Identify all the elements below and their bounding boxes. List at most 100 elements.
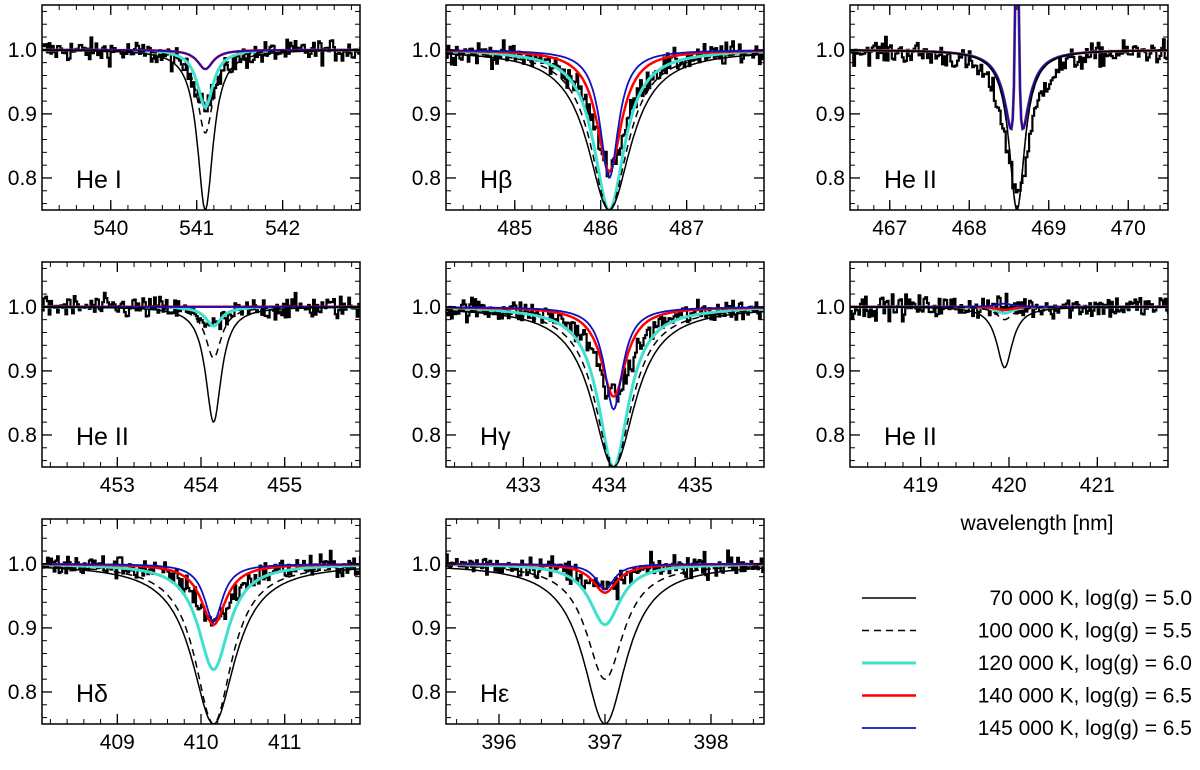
line-id-label: He II	[884, 423, 937, 451]
line-id-label: He II	[76, 423, 129, 451]
x-tick-label: 421	[1080, 474, 1115, 497]
spectrum-panel: 396 397 398 0.8 0.9 1.0 Hε	[412, 518, 765, 754]
x-tick-label: 397	[587, 731, 622, 754]
y-tick-label: 0.8	[816, 424, 845, 447]
panel-frame	[41, 4, 361, 211]
x-tick-label: 486	[583, 217, 618, 240]
model-spectrum-line	[42, 563, 360, 672]
legend-label: 70 000 K, log(g) = 5.0	[989, 587, 1192, 610]
line-id-label: Hδ	[76, 680, 108, 708]
y-tick-label: 0.8	[412, 167, 441, 190]
y-tick-label: 1.0	[412, 553, 441, 576]
panel-frame	[849, 4, 1169, 211]
spectrum-panel: 467 468 469 470 0.8 0.9 1.0 He II	[816, 4, 1169, 240]
y-tick-label: 0.8	[8, 424, 37, 447]
y-tick-label: 0.8	[412, 424, 441, 447]
spectrum-panel: 419 420 421 0.8 0.9 1.0 He II	[816, 261, 1169, 497]
y-tick-label: 0.8	[412, 681, 441, 704]
panel-frame	[445, 4, 765, 211]
legend-label: 140 000 K, log(g) = 6.5	[978, 685, 1192, 708]
model-spectrum-line	[446, 53, 764, 210]
model-spectrum-line	[446, 308, 764, 467]
x-tick-label: 470	[1111, 217, 1146, 240]
y-tick-label: 0.9	[8, 617, 37, 640]
model-spectrum-line	[850, 5, 1168, 131]
line-id-label: Hβ	[480, 166, 512, 194]
line-id-label: Hγ	[480, 423, 511, 451]
line-id-label: He II	[884, 166, 937, 194]
spectrum-panel: 453 454 455 0.8 0.9 1.0 He II	[8, 261, 361, 497]
model-spectrum-line	[42, 49, 360, 210]
model-spectrum-line	[850, 49, 1168, 210]
x-tick-label: 396	[481, 731, 516, 754]
legend-label: 145 000 K, log(g) = 6.5	[978, 717, 1192, 740]
x-tick-label: 541	[179, 217, 214, 240]
spectrum-panel: 433 434 435 0.8 0.9 1.0 Hγ	[412, 261, 765, 497]
model-spectrum-line	[446, 565, 764, 680]
x-tick-label: 485	[497, 217, 532, 240]
x-tick-label: 409	[100, 731, 135, 754]
y-tick-label: 0.8	[816, 167, 845, 190]
y-tick-label: 0.9	[8, 103, 37, 126]
line-id-label: Hε	[480, 680, 509, 708]
x-tick-label: 453	[100, 474, 135, 497]
y-tick-label: 1.0	[816, 296, 845, 319]
model-spectrum-line	[446, 563, 764, 627]
y-tick-label: 1.0	[816, 39, 845, 62]
legend: 70 000 K, log(g) = 5.0 100 000 K, log(g) …	[862, 587, 1192, 740]
model-spectrum-line	[42, 49, 360, 134]
model-spectrum-line	[42, 565, 360, 724]
x-tick-label: 542	[265, 217, 300, 240]
model-spectrum-line	[446, 307, 764, 467]
spectrum-panel: 540 541 542 0.8 0.9 1.0 He I	[8, 4, 361, 240]
x-axis-label: wavelength [nm]	[960, 512, 1114, 535]
y-tick-label: 1.0	[8, 39, 37, 62]
y-tick-label: 0.9	[816, 103, 845, 126]
model-spectrum-line	[446, 49, 764, 179]
y-tick-label: 1.0	[8, 553, 37, 576]
x-tick-label: 410	[183, 731, 218, 754]
model-spectrum-line	[446, 567, 764, 724]
spectrum-panel: 409 410 411 0.8 0.9 1.0 Hδ	[8, 518, 361, 754]
y-tick-label: 1.0	[412, 296, 441, 319]
y-tick-label: 0.9	[412, 360, 441, 383]
model-spectrum-line	[42, 306, 360, 424]
model-spectrum-line	[42, 563, 360, 623]
panel-frame	[445, 261, 765, 468]
x-tick-label: 469	[1031, 217, 1066, 240]
line-id-label: He I	[76, 166, 122, 194]
observed-spectrum-line	[446, 296, 764, 403]
x-tick-label: 487	[669, 217, 704, 240]
spectrum-panel: 485 486 487 0.8 0.9 1.0 Hβ	[412, 4, 765, 240]
model-spectrum-line	[446, 309, 764, 467]
x-tick-label: 467	[872, 217, 907, 240]
observed-spectrum-line	[446, 39, 764, 178]
legend-label: 120 000 K, log(g) = 6.0	[978, 652, 1192, 675]
observed-spectrum-line	[42, 36, 360, 113]
y-tick-label: 0.9	[8, 360, 37, 383]
x-tick-label: 468	[952, 217, 987, 240]
x-tick-label: 540	[93, 217, 128, 240]
x-tick-label: 420	[991, 474, 1026, 497]
model-spectrum-line	[850, 5, 1168, 131]
legend-label: 100 000 K, log(g) = 5.5	[978, 620, 1192, 643]
model-spectrum-line	[850, 306, 1168, 369]
y-tick-label: 1.0	[412, 39, 441, 62]
x-tick-label: 411	[268, 731, 301, 754]
model-spectrum-line	[446, 306, 764, 411]
observed-spectrum-line	[42, 291, 360, 331]
x-tick-label: 419	[903, 474, 938, 497]
x-tick-label: 454	[183, 474, 218, 497]
observed-spectrum-line	[42, 549, 360, 627]
y-tick-label: 0.9	[412, 617, 441, 640]
observed-spectrum-line	[850, 35, 1168, 194]
model-spectrum-line	[850, 5, 1168, 132]
y-tick-label: 1.0	[8, 296, 37, 319]
model-spectrum-line	[42, 566, 360, 724]
x-tick-label: 455	[267, 474, 302, 497]
y-tick-label: 0.8	[8, 167, 37, 190]
x-tick-label: 434	[592, 474, 627, 497]
model-spectrum-line	[446, 50, 764, 210]
model-spectrum-line	[446, 563, 764, 591]
